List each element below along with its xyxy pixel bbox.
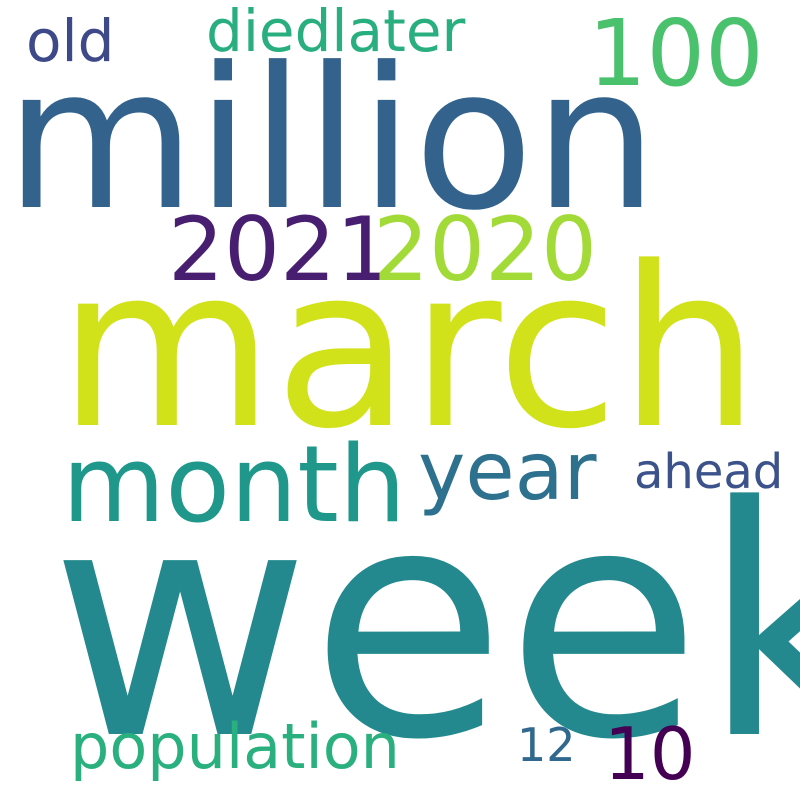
word-100: 100 <box>588 0 764 107</box>
word-ahead: ahead <box>634 444 784 500</box>
word-month: month <box>62 423 407 546</box>
word-2021: 2021 <box>168 198 392 301</box>
word-old: old <box>26 7 115 75</box>
word-population: population <box>70 710 400 783</box>
word-10: 10 <box>604 712 696 796</box>
word-2020: 2020 <box>373 198 597 301</box>
word-diedlater: diedlater <box>206 0 466 65</box>
word-million: million <box>5 26 658 254</box>
word-year: year <box>418 425 597 518</box>
word-week: week <box>50 439 800 800</box>
word-12: 12 <box>517 718 576 772</box>
word-march: march <box>58 220 760 478</box>
